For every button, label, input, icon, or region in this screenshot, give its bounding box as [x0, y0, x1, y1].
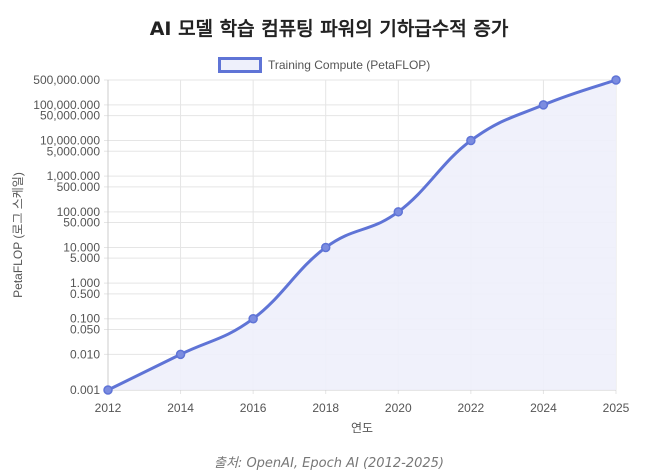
legend-item[interactable]: Training Compute (PetaFLOP) [218, 57, 430, 73]
series-area [108, 80, 616, 390]
y-tick-label: 5.000 [70, 251, 100, 265]
y-tick-label: 50,000.000 [40, 109, 100, 123]
chart-title: AI 모델 학습 컴퓨팅 파워의 기하급수적 증가 [149, 18, 509, 40]
y-tick-label: 10,000.000 [40, 134, 100, 148]
y-tick-label: 100.000 [57, 205, 101, 219]
x-tick-label: 2016 [240, 401, 267, 415]
y-axis-title: PetaFLOP (로그 스케일) [11, 172, 25, 298]
data-point-2018 [320, 242, 331, 253]
y-tick-label: 1,000.000 [47, 169, 101, 183]
y-tick-label: 5,000.000 [47, 144, 101, 158]
legend-swatch [218, 57, 262, 73]
y-tick-label: 0.001 [70, 383, 100, 397]
data-point-2020 [393, 207, 404, 217]
x-tick-label: 2012 [95, 401, 122, 415]
y-tick-label: 0.500 [70, 287, 100, 301]
x-tick-label: 2025 [603, 401, 630, 415]
y-tick-label: 0.050 [70, 322, 100, 336]
y-tick-label: 50.000 [63, 216, 100, 230]
y-tick-label: 0.100 [70, 312, 100, 326]
x-tick-label: 2014 [167, 401, 194, 415]
data-point-2014 [175, 349, 186, 360]
y-tick-label: 0.010 [70, 347, 100, 361]
source-note: 출처: OpenAI, Epoch AI (2012-2025) [214, 456, 444, 471]
y-tick-label: 500,000.000 [33, 73, 100, 87]
data-point-2025 [611, 75, 621, 85]
series-line [107, 78, 617, 392]
legend-label: Training Compute (PetaFLOP) [268, 58, 431, 72]
y-tick-label: 500.000 [57, 180, 101, 194]
x-tick-label: 2018 [312, 401, 339, 415]
y-tick-label: 10.000 [63, 240, 100, 254]
x-tick-label: 2022 [458, 401, 485, 415]
x-tick-label: 2020 [385, 401, 412, 415]
data-point-2012 [103, 385, 113, 395]
data-point-2022 [466, 135, 476, 146]
x-tick-label: 2024 [530, 401, 557, 415]
y-tick-label: 1.000 [70, 276, 100, 290]
x-axis-title: 연도 [351, 421, 373, 435]
y-tick-label: 100,000.000 [33, 98, 100, 112]
data-point-2016 [248, 313, 258, 324]
data-point-2024 [538, 100, 549, 110]
